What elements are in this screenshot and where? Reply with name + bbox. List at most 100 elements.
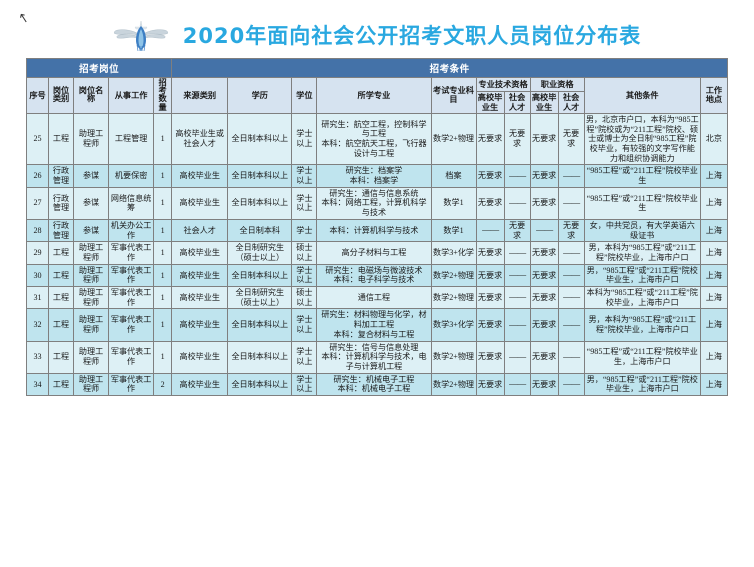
cell-no: 27 bbox=[25, 186, 50, 220]
cell-major: 研究生：电磁场与微波技术 本科：电子科学与技术 bbox=[316, 263, 432, 288]
cell-tech_qual_grad: 无要求 bbox=[475, 112, 505, 166]
cell-post_name: 助理工程师 bbox=[73, 308, 110, 342]
cell-quantity: 1 bbox=[153, 186, 173, 220]
col-header-post-name: 岗位名称 bbox=[73, 77, 110, 114]
cell-tech_qual_grad: 无要求 bbox=[475, 340, 505, 374]
table-row: 25 工程 助理工程师 工程管理 1 高校毕业生或社会人才 全日制本科以上 学士以上 研究生：航… bbox=[25, 112, 729, 166]
cell-post_category: 工程 bbox=[48, 372, 75, 397]
cell-location: 上海 bbox=[699, 186, 729, 220]
col-header-education: 学历 bbox=[227, 77, 293, 114]
cell-other: “985工程”或“211工程”院校毕业生 bbox=[583, 164, 701, 188]
cell-job_work: 军事代表工作 bbox=[108, 286, 155, 310]
cell-education: 全日制本科以上 bbox=[227, 308, 293, 342]
table-row: 26 行政管理 参谋 机要保密 1 高校毕业生 全日制本科以上 学士以上 研究生：档案学 本科：档… bbox=[25, 164, 729, 188]
cell-degree: 学士以上 bbox=[291, 263, 318, 288]
cell-tech_qual_social: —— bbox=[503, 263, 531, 288]
cell-exam_subject: 数学2+物理 bbox=[430, 340, 477, 374]
cell-job_work: 军事代表工作 bbox=[108, 241, 155, 265]
cell-job_qual_social: —— bbox=[557, 263, 585, 288]
cell-no: 30 bbox=[25, 263, 50, 288]
col-header-exam-subject: 考试专业科目 bbox=[430, 77, 477, 114]
cell-post_name: 参谋 bbox=[73, 218, 110, 243]
cell-location: 上海 bbox=[699, 164, 729, 188]
table-row: 28 行政管理 参谋 机关办公工作 1 社会人才 全日制本科 学士 本科：计算机科学与技术 数学1… bbox=[25, 218, 729, 243]
cell-location: 上海 bbox=[699, 286, 729, 310]
cell-education: 全日制本科以上 bbox=[227, 340, 293, 374]
cell-tech_qual_grad: 无要求 bbox=[475, 308, 505, 342]
cell-location: 上海 bbox=[699, 340, 729, 374]
cell-post_category: 工程 bbox=[48, 263, 75, 288]
cell-job_work: 工程管理 bbox=[108, 112, 155, 166]
cell-tech_qual_social: 无要求 bbox=[503, 218, 531, 243]
cell-job_qual_social: —— bbox=[557, 186, 585, 220]
cell-job_qual_social: —— bbox=[557, 286, 585, 310]
cell-location: 北京 bbox=[699, 112, 729, 166]
document-header: 2020年面向社会公开招考文职人员岗位分布表 bbox=[0, 0, 754, 58]
table-row: 33 工程 助理工程师 军事代表工作 1 高校毕业生 全日制本科以上 学士以上 研究生：信号与信… bbox=[25, 340, 729, 374]
table-row: 29 工程 助理工程师 军事代表工作 1 高校毕业生 全日制研究生（硕士以上） 硕士以上 高分子… bbox=[25, 241, 729, 265]
group-header-conditions: 招考条件 bbox=[171, 58, 728, 78]
cell-no: 32 bbox=[25, 308, 50, 342]
cell-exam_subject: 数学2+物理 bbox=[430, 372, 477, 397]
cell-degree: 学士以上 bbox=[291, 340, 318, 374]
cell-location: 上海 bbox=[699, 372, 729, 397]
cell-job_qual_social: 无要求 bbox=[557, 218, 585, 243]
cell-job_work: 机要保密 bbox=[108, 164, 155, 188]
table-row: 32 工程 助理工程师 军事代表工作 1 高校毕业生 全日制本科以上 学士以上 研究生：材料物理… bbox=[25, 308, 729, 342]
cell-job_qual_grad: 无要求 bbox=[529, 186, 559, 220]
cell-degree: 学士以上 bbox=[291, 308, 318, 342]
cell-major: 研究生：信号与信息处理 本科：计算机科学与技术，电子与计算机工程 bbox=[316, 340, 432, 374]
cell-education: 全日制本科以上 bbox=[227, 186, 293, 220]
cell-education: 全日制本科以上 bbox=[227, 112, 293, 166]
cell-job_qual_grad: 无要求 bbox=[529, 308, 559, 342]
cell-quantity: 1 bbox=[153, 308, 173, 342]
cell-quantity: 1 bbox=[153, 286, 173, 310]
cell-other: 本科为“985工程”或“211工程”院校毕业，上海市户口 bbox=[583, 286, 701, 310]
cell-tech_qual_grad: 无要求 bbox=[475, 263, 505, 288]
cell-post_name: 参谋 bbox=[73, 186, 110, 220]
cell-source_type: 高校毕业生 bbox=[171, 186, 229, 220]
cell-degree: 硕士以上 bbox=[291, 286, 318, 310]
col-header-tech-grad: 高校毕业生 bbox=[475, 91, 505, 114]
cell-exam_subject: 数学1 bbox=[430, 186, 477, 220]
cell-post_category: 工程 bbox=[48, 340, 75, 374]
table-body: 25 工程 助理工程师 工程管理 1 高校毕业生或社会人才 全日制本科以上 学士以上 研究生：航… bbox=[25, 112, 729, 397]
cell-other: “985工程”或“211工程”院校毕业生，上海市户口 bbox=[583, 340, 701, 374]
cell-post_category: 工程 bbox=[48, 308, 75, 342]
cell-post_name: 助理工程师 bbox=[73, 263, 110, 288]
cell-major: 研究生：档案学 本科：档案学 bbox=[316, 164, 432, 188]
cell-major: 本科：计算机科学与技术 bbox=[316, 218, 432, 243]
col-header-other-conditions: 其他条件 bbox=[583, 77, 701, 114]
cell-no: 34 bbox=[25, 372, 50, 397]
cell-tech_qual_social: —— bbox=[503, 241, 531, 265]
cell-no: 29 bbox=[25, 241, 50, 265]
col-header-tech-social: 社会人才 bbox=[503, 91, 531, 114]
table-row: 34 工程 助理工程师 军事代表工作 2 高校毕业生 全日制本科以上 学士以上 研究生：机械电子… bbox=[25, 372, 729, 397]
cell-post_name: 助理工程师 bbox=[73, 241, 110, 265]
cell-other: “985工程”或“211工程”院校毕业生 bbox=[583, 186, 701, 220]
cell-job_work: 军事代表工作 bbox=[108, 372, 155, 397]
cell-other: 女，中共党员，有大学英语六级证书 bbox=[583, 218, 701, 243]
cell-job_work: 机关办公工作 bbox=[108, 218, 155, 243]
cell-quantity: 1 bbox=[153, 164, 173, 188]
air-force-wings-emblem bbox=[113, 20, 168, 52]
cell-tech_qual_social: —— bbox=[503, 186, 531, 220]
cell-tech_qual_social: 无要求 bbox=[503, 112, 531, 166]
scan-corner-mark: ↖ bbox=[16, 10, 31, 28]
cell-source_type: 高校毕业生 bbox=[171, 286, 229, 310]
cell-education: 全日制本科以上 bbox=[227, 164, 293, 188]
col-header-no: 序号 bbox=[25, 77, 50, 114]
cell-post_category: 行政管理 bbox=[48, 218, 75, 243]
col-header-tech-qualification: 专业技术资格 bbox=[475, 76, 531, 93]
cell-location: 上海 bbox=[699, 218, 729, 243]
cell-exam_subject: 数学2+物理 bbox=[430, 286, 477, 310]
cell-job_qual_grad: 无要求 bbox=[529, 164, 559, 188]
cell-education: 全日制研究生（硕士以上） bbox=[227, 241, 293, 265]
col-header-job-qualification: 职业资格 bbox=[529, 76, 585, 93]
cell-quantity: 2 bbox=[153, 372, 173, 397]
page-title: 2020年面向社会公开招考文职人员岗位分布表 bbox=[182, 24, 642, 48]
cell-education: 全日制研究生（硕士以上） bbox=[227, 286, 293, 310]
cell-post_category: 工程 bbox=[48, 112, 75, 166]
cell-quantity: 1 bbox=[153, 218, 173, 243]
cell-degree: 学士以上 bbox=[291, 164, 318, 188]
